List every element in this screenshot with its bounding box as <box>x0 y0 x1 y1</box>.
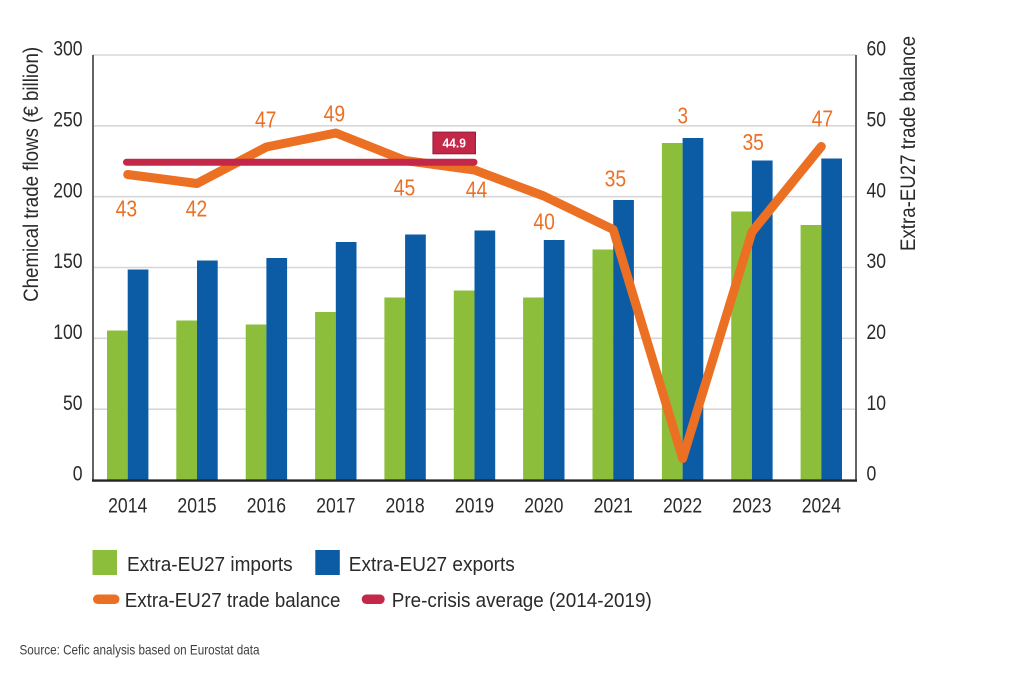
svg-text:250: 250 <box>53 108 82 131</box>
svg-text:44.9: 44.9 <box>443 136 466 151</box>
svg-text:Extra-EU27 trade balance: Extra-EU27 trade balance <box>125 590 341 612</box>
svg-text:Pre-crisis average (2014-2019): Pre-crisis average (2014-2019) <box>392 590 652 612</box>
svg-text:49: 49 <box>324 101 346 127</box>
svg-text:35: 35 <box>605 165 627 191</box>
svg-text:50: 50 <box>867 108 887 131</box>
svg-text:2014: 2014 <box>108 493 147 517</box>
svg-text:Extra-EU27 imports: Extra-EU27 imports <box>127 554 293 576</box>
svg-text:42: 42 <box>186 196 208 222</box>
svg-text:40: 40 <box>533 209 555 235</box>
svg-text:0: 0 <box>867 463 877 486</box>
svg-text:2020: 2020 <box>524 493 563 517</box>
svg-text:2015: 2015 <box>177 493 216 517</box>
svg-text:50: 50 <box>63 392 83 415</box>
svg-text:2022: 2022 <box>663 493 702 517</box>
svg-text:35: 35 <box>742 129 764 155</box>
svg-text:Extra-EU27 trade balance: Extra-EU27 trade balance <box>897 36 920 251</box>
svg-text:10: 10 <box>867 392 887 415</box>
svg-text:100: 100 <box>53 321 82 344</box>
svg-text:200: 200 <box>53 179 82 202</box>
svg-text:30: 30 <box>867 250 887 273</box>
svg-text:60: 60 <box>867 38 887 61</box>
svg-text:0: 0 <box>73 463 83 486</box>
svg-text:300: 300 <box>53 38 82 61</box>
svg-text:2021: 2021 <box>594 493 633 517</box>
svg-text:2017: 2017 <box>316 493 355 517</box>
svg-text:44: 44 <box>466 176 488 202</box>
svg-text:47: 47 <box>255 106 277 132</box>
svg-text:Extra-EU27 exports: Extra-EU27 exports <box>349 554 515 576</box>
svg-text:20: 20 <box>867 321 887 344</box>
svg-text:43: 43 <box>116 196 138 222</box>
svg-text:45: 45 <box>394 174 416 200</box>
svg-text:47: 47 <box>812 106 834 132</box>
svg-text:2023: 2023 <box>732 493 771 517</box>
svg-text:150: 150 <box>53 250 82 273</box>
svg-text:2018: 2018 <box>386 493 425 517</box>
svg-text:2019: 2019 <box>455 493 494 517</box>
svg-text:3: 3 <box>677 102 688 128</box>
svg-text:Source: Cefic analysis based o: Source: Cefic analysis based on Eurostat… <box>20 642 260 658</box>
svg-text:Chemical trade flows (€ billio: Chemical trade flows (€ billion) <box>20 47 43 302</box>
svg-text:40: 40 <box>867 179 887 202</box>
svg-text:2016: 2016 <box>247 493 286 517</box>
svg-text:2024: 2024 <box>802 493 841 517</box>
